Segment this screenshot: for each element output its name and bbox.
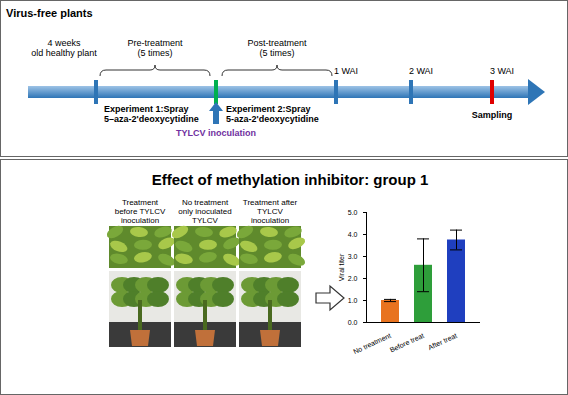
svg-text:Treatment after: Treatment after xyxy=(243,198,298,207)
svg-text:Virus-free plants: Virus-free plants xyxy=(6,7,93,19)
svg-text:No treatment: No treatment xyxy=(352,332,392,355)
svg-text:4.0: 4.0 xyxy=(348,231,358,238)
svg-text:Before treat: Before treat xyxy=(389,332,425,354)
svg-text:1.0: 1.0 xyxy=(348,297,358,304)
svg-text:Viral titer: Viral titer xyxy=(338,253,345,281)
svg-text:1 WAI: 1 WAI xyxy=(334,66,358,76)
svg-text:only inoculated: only inoculated xyxy=(178,207,231,216)
svg-text:TYLCV: TYLCV xyxy=(257,207,283,216)
svg-text:(5 times): (5 times) xyxy=(137,48,172,58)
svg-text:3 WAI: 3 WAI xyxy=(490,66,514,76)
svg-text:No treatment: No treatment xyxy=(182,198,229,207)
svg-text:Treatment: Treatment xyxy=(122,198,159,207)
svg-text:3.0: 3.0 xyxy=(348,253,358,260)
svg-text:(5 times): (5 times) xyxy=(259,48,294,58)
svg-text:0.0: 0.0 xyxy=(348,319,358,326)
svg-text:4 weeks: 4 weeks xyxy=(47,38,81,48)
svg-text:inoculation: inoculation xyxy=(121,216,159,225)
svg-text:After treat: After treat xyxy=(427,332,458,351)
svg-text:5-aza-2'deoxycytidine: 5-aza-2'deoxycytidine xyxy=(226,114,319,124)
svg-text:Sampling: Sampling xyxy=(472,110,513,120)
svg-text:2.0: 2.0 xyxy=(348,275,358,282)
svg-text:5–aza-2'deoxycytidine: 5–aza-2'deoxycytidine xyxy=(104,114,199,124)
svg-text:Post-treatment: Post-treatment xyxy=(247,38,307,48)
svg-text:Experiment 1:Spray: Experiment 1:Spray xyxy=(104,104,189,114)
svg-text:TYLCV: TYLCV xyxy=(192,216,218,225)
svg-text:old healthy plant: old healthy plant xyxy=(31,48,97,58)
svg-text:2 WAI: 2 WAI xyxy=(409,66,433,76)
svg-text:inoculation: inoculation xyxy=(251,216,289,225)
svg-text:Pre-treatment: Pre-treatment xyxy=(127,38,183,48)
svg-text:5.0: 5.0 xyxy=(348,209,358,216)
svg-text:Experiment 2:Spray: Experiment 2:Spray xyxy=(226,104,311,114)
svg-text:TYLCV inoculation: TYLCV inoculation xyxy=(176,128,256,138)
svg-text:Effect of methylation inhibito: Effect of methylation inhibitor: group 1 xyxy=(152,171,429,188)
svg-text:before TYLCV: before TYLCV xyxy=(115,207,166,216)
